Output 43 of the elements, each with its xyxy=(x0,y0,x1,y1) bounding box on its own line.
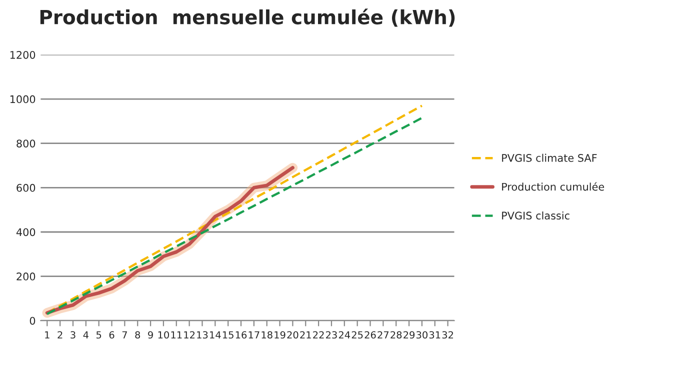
x-tick-label: 19 xyxy=(274,331,286,339)
y-tick-label: 400 xyxy=(16,228,36,236)
chart-title: Production mensuelle cumulée (kWh) xyxy=(40,8,455,27)
x-tick-label: 30 xyxy=(416,331,428,339)
x-tick-label: 18 xyxy=(262,331,272,339)
x-tick-label: 13 xyxy=(197,331,208,339)
x-tick-label: 26 xyxy=(364,331,376,339)
x-tick-label: 32 xyxy=(442,331,454,339)
x-tick-label: 23 xyxy=(326,331,337,339)
x-tick-label: 21 xyxy=(300,331,311,338)
x-tick-label: 14 xyxy=(210,331,221,338)
y-tick-label: 1200 xyxy=(10,50,36,59)
y-tick-label: 1000 xyxy=(10,95,36,104)
x-tick-label: 5 xyxy=(96,331,102,339)
x-tick-label: 15 xyxy=(222,331,234,339)
legend-label: PVGIS climate SAF xyxy=(502,154,597,162)
y-tick-label: 800 xyxy=(16,140,36,148)
legend-label: Production cumulée xyxy=(502,182,604,191)
x-tick-label: 24 xyxy=(338,331,350,338)
x-tick-label: 7 xyxy=(122,331,127,338)
y-tick-label: 600 xyxy=(16,184,36,192)
y-tick-label: 0 xyxy=(30,316,36,325)
x-tick-label: 3 xyxy=(70,331,76,339)
legend-label: PVGIS classic xyxy=(502,211,570,220)
x-tick-label: 22 xyxy=(313,331,324,338)
x-tick-label: 25 xyxy=(352,331,363,339)
x-tick-label: 6 xyxy=(109,331,114,339)
x-tick-label: 11 xyxy=(171,331,182,338)
x-tick-label: 9 xyxy=(148,331,153,339)
x-tick-label: 17 xyxy=(248,331,260,338)
x-tick-label: 29 xyxy=(404,331,415,339)
x-tick-label: 28 xyxy=(390,331,402,339)
x-tick-label: 1 xyxy=(45,331,50,338)
x-tick-label: 2 xyxy=(58,331,62,338)
x-tick-label: 31 xyxy=(429,331,440,339)
x-tick-label: 10 xyxy=(158,331,169,339)
x-tick-label: 12 xyxy=(184,331,195,338)
y-tick-label: 200 xyxy=(16,272,36,280)
x-tick-label: 8 xyxy=(135,331,140,339)
x-tick-label: 20 xyxy=(287,331,298,339)
x-tick-label: 16 xyxy=(236,331,247,339)
x-tick-label: 4 xyxy=(83,331,88,338)
x-tick-label: 27 xyxy=(378,331,389,338)
